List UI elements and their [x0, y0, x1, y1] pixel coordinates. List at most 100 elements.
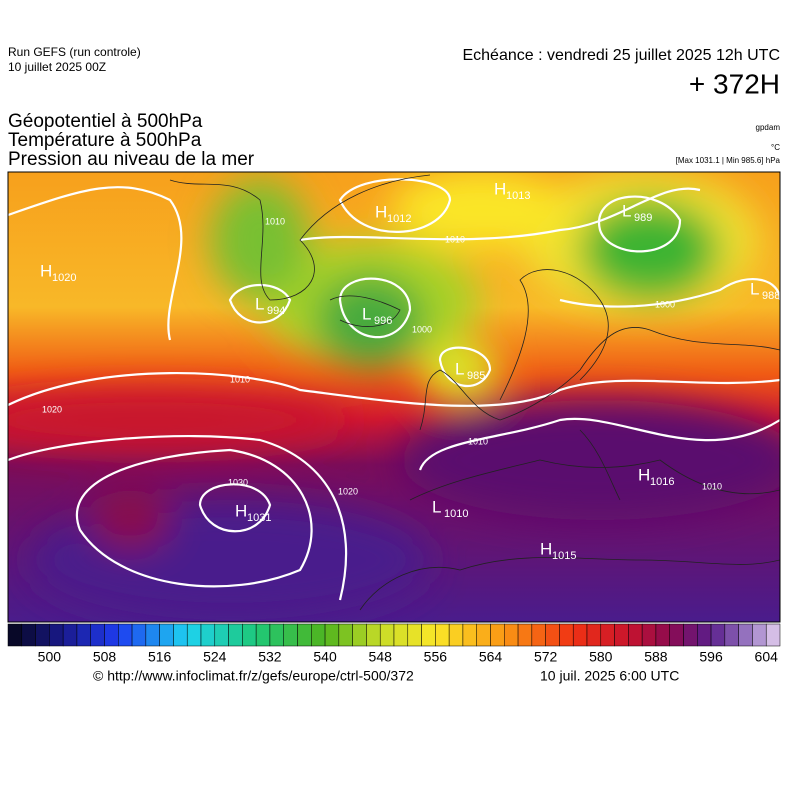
colorbar-swatch	[710, 623, 726, 647]
colorbar-swatch	[200, 623, 216, 647]
isobar-label: 1010	[230, 374, 250, 384]
colorbar-swatch	[462, 623, 477, 647]
colorbar-swatch	[173, 623, 188, 647]
colorbar-swatch	[572, 623, 588, 647]
colorbar-swatch	[559, 623, 574, 647]
colorbar-swatch	[697, 623, 712, 647]
colorbar-tick-label: 508	[93, 649, 117, 665]
center-pressure: 1013	[506, 190, 530, 202]
center-kind: H	[540, 539, 552, 558]
center-kind: H	[40, 261, 52, 280]
center-kind: L	[362, 304, 371, 323]
colorbar-swatch	[159, 623, 174, 647]
colorbar-swatch	[655, 623, 670, 647]
map-frame	[7, 171, 781, 623]
colorbar-swatch	[104, 623, 119, 647]
colorbar-tick-label: 516	[148, 649, 172, 665]
colorbar-swatch	[407, 623, 422, 647]
colorbar-swatch	[35, 623, 50, 647]
colorbar-swatch	[145, 623, 160, 647]
field-label: Géopotentiel à 500hPa	[8, 111, 203, 132]
colorbar-swatch	[683, 623, 698, 647]
center-kind: L	[750, 279, 759, 298]
source: © http://www.infoclimat.fr/z/gefs/europe…	[93, 668, 414, 684]
colorbar-swatch	[269, 623, 284, 647]
colorbar-tick-label: 596	[699, 649, 723, 665]
colorbar-swatch	[186, 623, 202, 647]
colorbar-swatch	[297, 623, 312, 647]
colorbar-tick-label: 604	[755, 649, 779, 665]
run-label: Run GEFS (run controle)	[8, 45, 141, 59]
colorbar-tick-label: 548	[369, 649, 393, 665]
colorbar-swatch	[490, 623, 505, 647]
isobar-label: 1010	[702, 481, 722, 491]
run-date: 10 juillet 2025 00Z	[8, 60, 106, 74]
isobar-label: 1020	[338, 486, 358, 496]
colorbar-swatch	[628, 623, 643, 647]
colorbar-swatch	[49, 623, 64, 647]
colorbar-swatch	[214, 623, 229, 647]
center-kind: L	[432, 497, 441, 516]
unit-label: [Max 1031.1 | Min 985.6] hPa	[676, 156, 781, 165]
field-label: Température à 500hPa	[8, 130, 202, 151]
colorbar-swatch	[614, 623, 629, 647]
issued: 10 juil. 2025 6:00 UTC	[540, 668, 679, 684]
lead-time: + 372H	[689, 68, 780, 99]
center-kind: L	[255, 294, 264, 313]
isobars	[8, 178, 780, 601]
colorbar-swatch	[517, 623, 533, 647]
colorbar-swatch	[311, 623, 326, 647]
colorbar-swatch	[62, 623, 78, 647]
isobar-label: 1010	[445, 234, 465, 244]
center-pressure: 1020	[52, 272, 76, 284]
colorbar-swatch	[283, 623, 298, 647]
center-pressure: 996	[374, 315, 392, 327]
colorbar-swatch	[379, 623, 395, 647]
colorbar-swatch	[765, 623, 781, 647]
unit-label: °C	[771, 143, 780, 152]
colorbar-swatch	[531, 623, 546, 647]
center-pressure: 1010	[444, 508, 468, 520]
colorbar-swatch	[421, 623, 436, 647]
colorbar-swatch	[435, 623, 450, 647]
colorbar-swatch	[324, 623, 340, 647]
colorbar-tick-label: 588	[644, 649, 668, 665]
center-pressure: 985	[467, 370, 485, 382]
center-pressure: 1015	[552, 550, 576, 562]
colorbar-tick-label: 572	[534, 649, 558, 665]
isobar-label: 1000	[655, 299, 675, 309]
colorbar-swatch	[586, 623, 602, 647]
colorbar-swatch	[338, 623, 353, 647]
center-kind: H	[375, 202, 387, 221]
field-label: Pression au niveau de la mer	[8, 149, 255, 170]
center-kind: L	[622, 201, 631, 220]
isobar-label: 1020	[42, 404, 62, 414]
isobar-label: 1000	[412, 324, 432, 334]
colorbar-swatch	[545, 623, 560, 647]
center-kind: H	[235, 501, 247, 520]
colorbar-swatch	[131, 623, 147, 647]
center-pressure: 988	[762, 290, 780, 302]
center-pressure: 1012	[387, 213, 411, 225]
colorbar-swatch	[352, 623, 367, 647]
colorbar-swatch	[393, 623, 409, 647]
colorbar-swatch	[600, 623, 615, 647]
coastlines	[169, 174, 780, 611]
colorbar-tick-label: 556	[424, 649, 448, 665]
isobar-label: 1010	[468, 436, 488, 446]
colorbar: 500 508 516 524 532 540 548 556 564 572 580 588 596 6…	[7, 623, 781, 665]
colorbar-swatch	[669, 623, 684, 647]
center-kind: H	[638, 465, 650, 484]
center-pressure: 994	[267, 305, 285, 317]
colorbar-tick-label: 500	[38, 649, 62, 665]
center-pressure: 989	[634, 212, 652, 224]
colorbar-tick-label: 540	[313, 649, 337, 665]
colorbar-swatch	[76, 623, 91, 647]
colorbar-swatch	[504, 623, 519, 647]
colorbar-swatch	[476, 623, 491, 647]
colorbar-tick-label: 532	[258, 649, 282, 665]
colorbar-tick-label: 524	[203, 649, 227, 665]
center-pressure: 1031	[247, 512, 271, 524]
